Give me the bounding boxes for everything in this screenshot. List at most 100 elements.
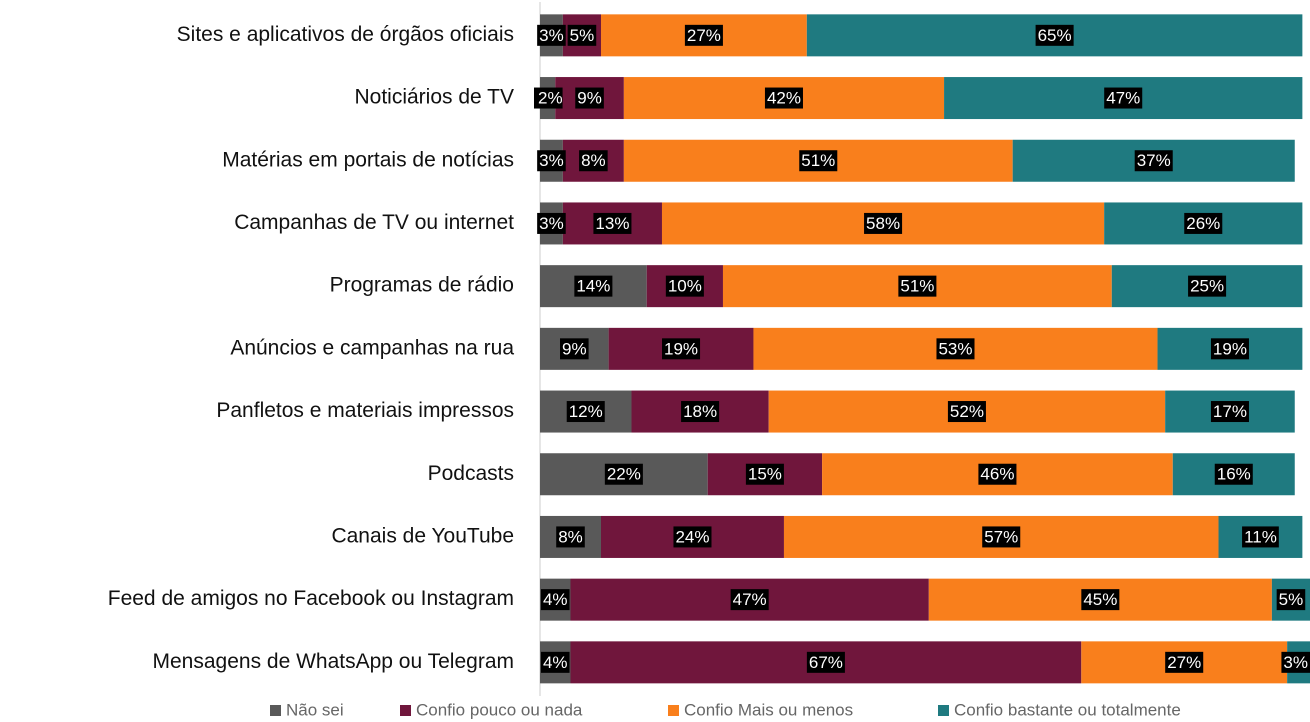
data-label-group: 26% bbox=[1184, 212, 1223, 234]
data-label: 19% bbox=[1213, 339, 1247, 358]
data-label-group: 57% bbox=[982, 526, 1021, 548]
category-label: Podcasts bbox=[428, 462, 514, 485]
data-label-bg bbox=[540, 651, 570, 673]
data-label-group: 53% bbox=[936, 338, 975, 360]
data-label: 37% bbox=[1137, 151, 1171, 170]
data-label-bg bbox=[799, 150, 838, 172]
data-label-bg bbox=[575, 87, 604, 109]
data-label-bg bbox=[574, 275, 613, 297]
data-label: 3% bbox=[539, 26, 564, 45]
data-label-bg bbox=[1104, 87, 1143, 109]
legend-label: Confio pouco ou nada bbox=[416, 700, 583, 719]
data-label-group: 11% bbox=[1242, 526, 1279, 548]
data-label-group: 9% bbox=[575, 87, 604, 109]
data-label: 5% bbox=[570, 26, 595, 45]
data-label-group: 67% bbox=[806, 651, 845, 673]
data-label-group: 46% bbox=[978, 463, 1017, 485]
data-label-bg bbox=[567, 24, 597, 46]
data-label-group: 19% bbox=[1210, 338, 1249, 360]
data-label-group: 8% bbox=[579, 150, 608, 172]
data-label: 42% bbox=[767, 89, 801, 108]
data-label-group: 4% bbox=[540, 589, 570, 611]
category-label: Matérias em portais de notícias bbox=[222, 148, 514, 171]
data-label: 51% bbox=[801, 151, 835, 170]
legend-label: Não sei bbox=[286, 700, 344, 719]
category-label: Canais de YouTube bbox=[331, 524, 514, 547]
data-label: 47% bbox=[733, 590, 767, 609]
data-label-bg bbox=[1281, 651, 1310, 673]
data-label-bg bbox=[537, 24, 566, 46]
data-label-group: 27% bbox=[684, 24, 723, 46]
data-label-bg bbox=[534, 87, 563, 109]
data-label-group: 3% bbox=[537, 212, 566, 234]
data-label-group: 42% bbox=[764, 87, 803, 109]
data-label-bg bbox=[579, 150, 608, 172]
data-label-group: 3% bbox=[537, 150, 566, 172]
data-label-group: 65% bbox=[1035, 24, 1074, 46]
data-label-bg bbox=[978, 463, 1017, 485]
data-label: 16% bbox=[1217, 465, 1251, 484]
data-label-bg bbox=[1210, 338, 1249, 360]
data-label-bg bbox=[936, 338, 975, 360]
data-label-bg bbox=[982, 526, 1021, 548]
category-label: Campanhas de TV ou internet bbox=[234, 211, 514, 234]
data-label: 46% bbox=[980, 465, 1014, 484]
data-label-bg bbox=[864, 212, 903, 234]
data-label-bg bbox=[604, 463, 643, 485]
data-label: 24% bbox=[675, 527, 709, 546]
data-label-group: 15% bbox=[745, 463, 784, 485]
data-label: 4% bbox=[543, 653, 568, 672]
data-label-bg bbox=[1276, 589, 1306, 611]
data-label-bg bbox=[593, 212, 632, 234]
data-label-group: 17% bbox=[1210, 401, 1249, 423]
data-label-group: 18% bbox=[681, 401, 720, 423]
data-label-group: 37% bbox=[1134, 150, 1173, 172]
data-label: 13% bbox=[595, 214, 629, 233]
legend-swatch bbox=[400, 705, 411, 716]
data-label: 25% bbox=[1190, 277, 1224, 296]
data-label: 9% bbox=[562, 339, 587, 358]
category-label: Programas de rádio bbox=[330, 274, 514, 297]
category-label: Sites e aplicativos de órgãos oficiais bbox=[177, 23, 514, 46]
data-label-bg bbox=[1081, 589, 1120, 611]
data-label-group: 3% bbox=[537, 24, 566, 46]
data-label: 67% bbox=[809, 653, 843, 672]
data-label: 8% bbox=[558, 527, 583, 546]
data-label-bg bbox=[806, 651, 845, 673]
data-label: 27% bbox=[1167, 653, 1201, 672]
data-label-bg bbox=[556, 526, 585, 548]
data-label-bg bbox=[745, 463, 784, 485]
data-label-group: 16% bbox=[1214, 463, 1253, 485]
category-label: Mensagens de WhatsApp ou Telegram bbox=[153, 650, 515, 673]
data-label: 3% bbox=[539, 151, 564, 170]
data-label-bg bbox=[540, 589, 570, 611]
data-label-group: 45% bbox=[1081, 589, 1120, 611]
data-label-bg bbox=[1035, 24, 1074, 46]
data-label-bg bbox=[1242, 526, 1279, 548]
data-label-bg bbox=[665, 275, 704, 297]
data-label: 14% bbox=[576, 277, 610, 296]
data-label-group: 52% bbox=[947, 401, 986, 423]
data-label: 58% bbox=[866, 214, 900, 233]
data-label: 52% bbox=[950, 402, 984, 421]
legend-swatch bbox=[668, 705, 679, 716]
data-label-bg bbox=[560, 338, 589, 360]
data-label: 10% bbox=[668, 277, 702, 296]
data-label: 45% bbox=[1083, 590, 1117, 609]
data-label: 11% bbox=[1244, 527, 1277, 546]
data-label-bg bbox=[566, 401, 605, 423]
data-label: 18% bbox=[683, 402, 717, 421]
data-label: 8% bbox=[581, 151, 606, 170]
data-label: 5% bbox=[1279, 590, 1304, 609]
data-label: 26% bbox=[1186, 214, 1220, 233]
data-label: 3% bbox=[539, 214, 564, 233]
data-label-group: 47% bbox=[730, 589, 769, 611]
category-label: Panfletos e materiais impressos bbox=[216, 399, 514, 422]
data-label-bg bbox=[681, 401, 720, 423]
data-label: 2% bbox=[538, 89, 563, 108]
data-label-bg bbox=[947, 401, 986, 423]
data-label-group: 4% bbox=[540, 651, 570, 673]
data-label: 57% bbox=[984, 527, 1018, 546]
data-label: 53% bbox=[938, 339, 972, 358]
data-label-bg bbox=[1165, 651, 1204, 673]
